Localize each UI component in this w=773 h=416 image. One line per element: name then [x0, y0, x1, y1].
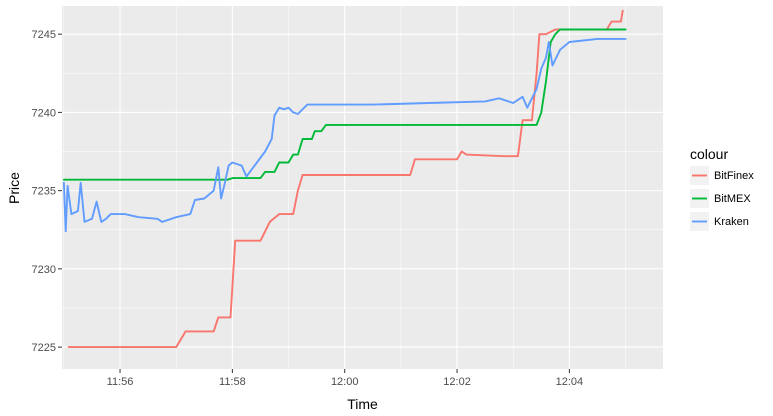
y-axis: 7225 7230 7235 7240 7245: [32, 29, 62, 354]
y-tick-label: 7245: [32, 29, 56, 41]
series-lines: [62, 9, 627, 349]
legend: colour BitFinex BitMEX Kraken: [690, 146, 754, 231]
legend-label-bitfinex: BitFinex: [714, 170, 754, 182]
legend-title: colour: [690, 146, 728, 162]
legend-label-bitmex: BitMEX: [714, 193, 751, 205]
x-axis-title: Time: [347, 396, 378, 412]
plot-panel: [62, 6, 663, 369]
series-line-bitmex: [62, 28, 627, 181]
y-axis-title: Price: [6, 172, 22, 204]
x-tick-label: 11:58: [219, 376, 246, 388]
series-line-kraken: [62, 37, 627, 233]
series-line-bitfinex: [67, 9, 624, 349]
y-tick-label: 7240: [32, 107, 56, 119]
y-tick-label: 7230: [32, 264, 56, 276]
y-tick-label: 7235: [32, 186, 56, 198]
minor-gridlines: [62, 6, 663, 369]
x-tick-label: 12:00: [331, 376, 359, 388]
legend-label-kraken: Kraken: [714, 216, 749, 228]
x-tick-label: 12:04: [556, 376, 584, 388]
y-tick-label: 7225: [32, 342, 56, 354]
x-tick-label: 11:56: [107, 376, 134, 388]
x-axis: 11:56 11:58 12:00 12:02 12:04: [107, 369, 583, 388]
x-tick-label: 12:02: [443, 376, 471, 388]
